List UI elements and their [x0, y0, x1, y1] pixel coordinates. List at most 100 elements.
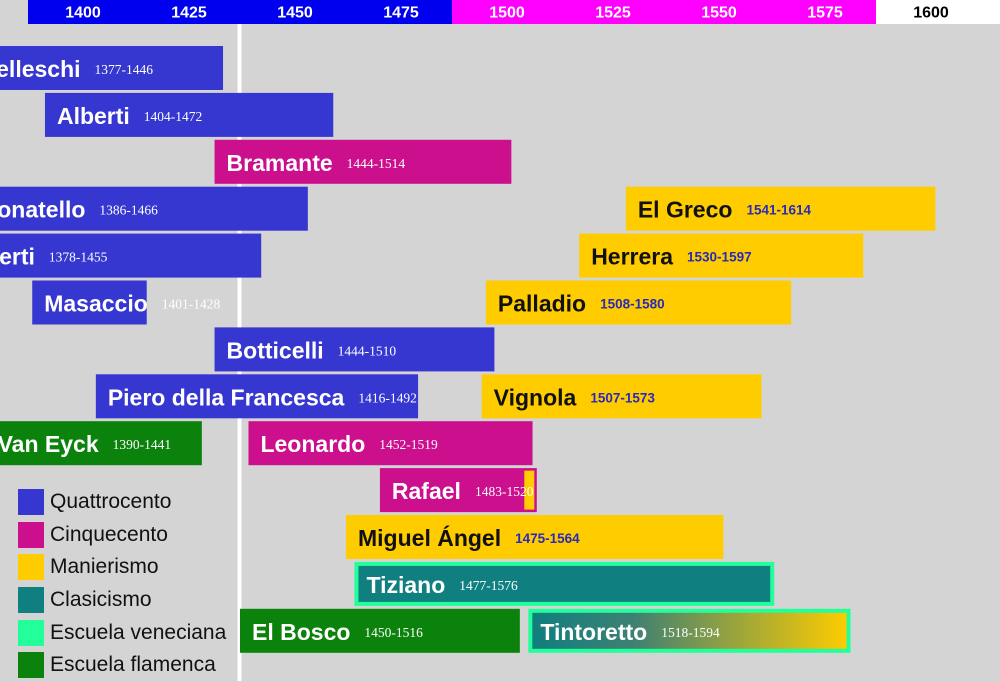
- axis-band-1400: [28, 0, 452, 24]
- bar-rect-brunelleschi: [0, 46, 224, 90]
- legend-item-clasicismo: Clasicismo: [18, 584, 248, 617]
- bar-rect-vignola: [481, 374, 762, 419]
- bar-accent-rafael: [523, 469, 536, 511]
- bar-donatello: Donatello 1386-1466: [0, 186, 308, 231]
- bar-leonardo: Leonardo 1452-1519: [248, 421, 533, 466]
- bar-rect-el-greco: [625, 186, 936, 231]
- legend-item-escuela-flamenca: Escuela flamenca: [18, 649, 248, 682]
- bar-rect-alberti: [44, 92, 334, 137]
- bar-dates-palladio: 1508-1580: [600, 297, 665, 312]
- bar-label-tiziano: Tiziano: [366, 572, 445, 598]
- bar-masaccio: Masaccio 1401-1428: [32, 280, 221, 325]
- bar-rect-leonardo: [248, 421, 533, 466]
- legend-label-quattrocento: Quattrocento: [50, 490, 172, 514]
- bar-label-tintoretto: Tintoretto: [540, 619, 647, 645]
- bar-bramante: Bramante 1444-1514: [214, 139, 512, 184]
- bar-alberti: Alberti 1404-1472: [44, 92, 334, 137]
- legend-swatch-escuela-veneciana: [18, 619, 44, 646]
- bar-label-palladio: Palladio: [498, 291, 586, 317]
- bar-label-leonardo: Leonardo: [260, 431, 365, 457]
- bar-herrera: Herrera 1530-1597: [579, 233, 864, 278]
- tick-label-1450: 1450: [277, 5, 313, 22]
- bar-dates-van-eyck: 1390-1441: [113, 437, 172, 452]
- bar-dates-alberti: 1404-1472: [144, 109, 203, 124]
- bar-rect-ghiberti: [0, 233, 262, 278]
- bar-dates-bramante: 1444-1514: [347, 156, 406, 171]
- bar-rafael: Rafael 1483-1520: [379, 468, 537, 513]
- bar-dates-donatello: 1386-1466: [99, 203, 158, 218]
- legend-label-escuela-flamenca: Escuela flamenca: [50, 653, 216, 677]
- bar-label-botticelli: Botticelli: [227, 337, 324, 363]
- bar-rect-el-bosco: [240, 608, 520, 653]
- bar-label-bramante: Bramante: [227, 150, 333, 176]
- bar-rect-donatello: [0, 186, 308, 231]
- bar-dates-miguel-angel: 1475-1564: [515, 531, 580, 546]
- bar-label-van-eyck: Van Eyck: [0, 431, 99, 457]
- bar-dates-masaccio: 1401-1428: [162, 297, 221, 312]
- bar-palladio: Palladio 1508-1580: [485, 280, 792, 325]
- bar-dates-rafael: 1483-1520: [475, 484, 534, 499]
- legend-item-quattrocento: Quattrocento: [18, 486, 248, 519]
- bar-dates-piero-della-francesca: 1416-1492: [358, 390, 417, 405]
- bar-van-eyck: Van Eyck 1390-1441: [0, 421, 202, 466]
- legend-swatch-escuela-flamenca: [18, 652, 44, 679]
- bar-dates-botticelli: 1444-1510: [338, 343, 397, 358]
- legend-swatch-quattrocento: [18, 489, 44, 516]
- bar-dates-el-greco: 1541-1614: [746, 203, 811, 218]
- bar-label-masaccio: Masaccio: [44, 291, 148, 317]
- tick-label-1600: 1600: [913, 5, 949, 22]
- legend: Quattrocento Cinquecento Manierismo Clas…: [18, 486, 248, 682]
- bar-dates-el-bosco: 1450-1516: [364, 625, 423, 640]
- bar-dates-herrera: 1530-1597: [687, 250, 752, 265]
- bar-rect-van-eyck: [0, 421, 202, 466]
- bar-rect-masaccio: [32, 280, 147, 325]
- bar-brunelleschi: Brunelleschi 1377-1446: [0, 46, 224, 90]
- bar-label-donatello: Donatello: [0, 197, 85, 223]
- bar-label-vignola: Vignola: [494, 384, 577, 410]
- legend-item-cinquecento: Cinquecento: [18, 519, 248, 552]
- bar-label-alberti: Alberti: [57, 103, 130, 129]
- bar-dates-ghiberti: 1378-1455: [49, 250, 108, 265]
- bar-label-miguel-angel: Miguel Ángel: [358, 524, 501, 551]
- bar-rect-bramante: [214, 139, 512, 184]
- legend-swatch-manierismo: [18, 554, 44, 581]
- bar-dates-vignola: 1507-1573: [590, 390, 655, 405]
- bar-tiziano: Tiziano 1477-1576: [354, 561, 775, 606]
- bar-label-piero-della-francesca: Piero della Francesca: [108, 384, 345, 410]
- axis-band-1500: [452, 0, 876, 24]
- bar-miguel-angel: Miguel Ángel 1475-1564: [346, 515, 724, 559]
- bar-rect-piero-della-francesca: [95, 374, 419, 419]
- tick-label-1525: 1525: [595, 5, 631, 22]
- bar-dates-tiziano: 1477-1576: [459, 578, 518, 593]
- bar-piero-della-francesca: Piero della Francesca 1416-1492: [95, 374, 419, 419]
- axis-band-1600: [876, 0, 1000, 24]
- tick-label-1575: 1575: [807, 5, 843, 22]
- bar-label-rafael: Rafael: [392, 478, 461, 504]
- bar-botticelli: Botticelli 1444-1510: [214, 327, 495, 372]
- bar-dates-leonardo: 1452-1519: [379, 437, 438, 452]
- bar-rect-botticelli: [214, 327, 495, 372]
- bar-dates-tintoretto: 1518-1594: [661, 625, 720, 640]
- legend-label-clasicismo: Clasicismo: [50, 588, 152, 612]
- tick-label-1400: 1400: [65, 5, 101, 22]
- legend-label-cinquecento: Cinquecento: [50, 522, 168, 546]
- bar-label-el-bosco: El Bosco: [252, 619, 350, 645]
- bar-vignola: Vignola 1507-1573: [481, 374, 762, 419]
- legend-label-manierismo: Manierismo: [50, 555, 159, 579]
- legend-label-escuela-veneciana: Escuela veneciana: [50, 620, 227, 644]
- bar-label-herrera: Herrera: [591, 244, 673, 270]
- legend-swatch-clasicismo: [18, 587, 44, 614]
- bar-rect-tintoretto: [528, 608, 851, 653]
- bar-label-ghiberti: Ghiberti: [0, 244, 35, 270]
- bar-rect-miguel-angel: [346, 515, 724, 559]
- tick-label-1475: 1475: [383, 5, 419, 22]
- bar-dates-brunelleschi: 1377-1446: [95, 62, 154, 77]
- bar-rect-herrera: [579, 233, 864, 278]
- tick-label-1550: 1550: [701, 5, 737, 22]
- tick-label-1425: 1425: [171, 5, 207, 22]
- bar-rect-tiziano: [354, 561, 775, 606]
- bar-tintoretto: Tintoretto 1518-1594: [528, 608, 851, 653]
- bar-rect-palladio: [485, 280, 792, 325]
- bar-el-bosco: El Bosco 1450-1516: [240, 608, 520, 653]
